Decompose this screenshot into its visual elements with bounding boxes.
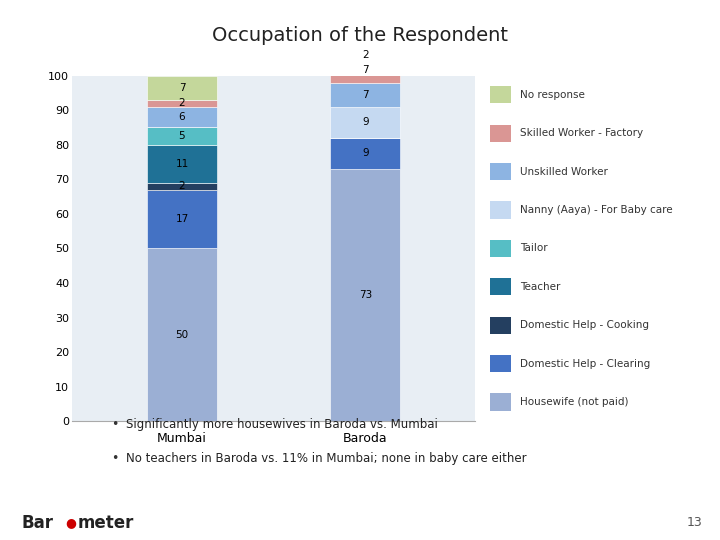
Bar [490,278,511,295]
Bar [330,169,400,421]
Bar [147,183,217,190]
Text: 5: 5 [179,131,185,141]
Bar [147,100,217,107]
Text: 9: 9 [362,148,369,158]
Text: •: • [112,452,119,465]
Text: 17: 17 [176,214,189,224]
Bar [490,316,511,334]
Text: Bar: Bar [22,514,53,532]
Text: 9: 9 [362,117,369,127]
Bar [490,86,511,104]
Text: 11: 11 [176,159,189,168]
Text: 2: 2 [362,50,369,60]
Bar [490,201,511,219]
Text: 13: 13 [687,516,703,530]
Text: Housewife (not paid): Housewife (not paid) [521,397,629,407]
Text: 7: 7 [179,83,185,93]
Bar [330,58,400,83]
Bar [330,107,400,138]
Bar [147,107,217,127]
Bar [147,76,217,100]
Bar [330,83,400,107]
Text: 6: 6 [179,112,185,122]
Bar [147,248,217,421]
Bar [330,51,400,58]
Text: Tailor: Tailor [521,244,548,253]
Text: 73: 73 [359,290,372,300]
Text: Occupation of the Respondent: Occupation of the Respondent [212,26,508,45]
Bar [490,125,511,142]
Bar [147,127,217,145]
Text: Base All: 483
Mumbai: 333
Baroda: 150: Base All: 483 Mumbai: 333 Baroda: 150 [14,465,69,501]
Text: Domestic Help - Clearing: Domestic Help - Clearing [521,359,651,369]
Text: Teacher: Teacher [521,282,561,292]
Text: Nanny (Aaya) - For Baby care: Nanny (Aaya) - For Baby care [521,205,673,215]
Text: ●: ● [65,516,76,530]
Bar [330,138,400,169]
Text: 7: 7 [362,65,369,76]
Text: 2: 2 [179,181,185,191]
Text: No response: No response [521,90,585,100]
Bar [490,393,511,410]
Text: 2: 2 [179,98,185,108]
Text: Skilled Worker - Factory: Skilled Worker - Factory [521,128,644,138]
Text: 50: 50 [176,330,189,340]
Bar [490,240,511,257]
Text: meter: meter [78,514,134,532]
Bar [147,145,217,183]
Bar [490,163,511,180]
Text: Domestic Help - Cooking: Domestic Help - Cooking [521,320,649,330]
Bar [147,190,217,248]
Text: Significantly more housewives in Baroda vs. Mumbai: Significantly more housewives in Baroda … [126,418,438,431]
Text: •: • [112,418,119,431]
Bar [490,355,511,372]
Text: 7: 7 [362,90,369,99]
Text: Unskilled Worker: Unskilled Worker [521,167,608,177]
Text: No teachers in Baroda vs. 11% in Mumbai; none in baby care either: No teachers in Baroda vs. 11% in Mumbai;… [126,452,526,465]
